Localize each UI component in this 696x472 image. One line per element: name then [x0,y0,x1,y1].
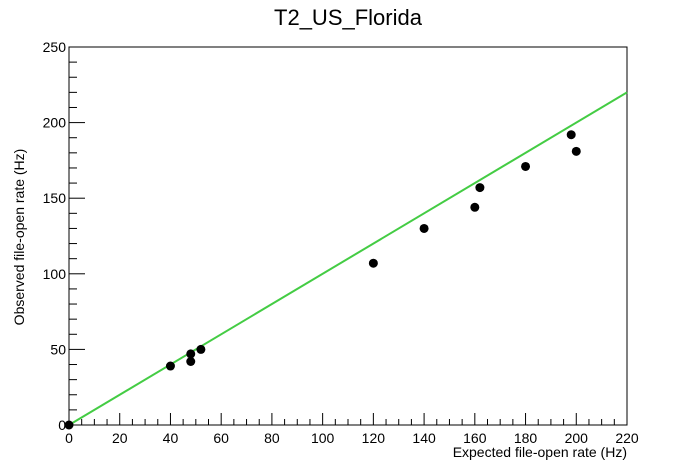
data-point [566,130,576,140]
x-tick-label: 60 [213,430,229,446]
x-tick-label: 200 [565,430,589,446]
data-point [419,223,429,233]
reference-line-group [68,91,628,426]
x-tick-label: 180 [514,430,538,446]
data-point [186,356,196,366]
data-point [571,146,581,156]
x-tick-label: 80 [264,430,280,446]
data-point [196,344,206,354]
data-point [165,361,175,371]
y-tick-label: 200 [43,115,67,131]
x-tick-label: 40 [163,430,179,446]
data-point [521,161,531,171]
data-point [470,202,480,212]
plot-frame [68,46,628,426]
y-tick-label: 0 [58,417,66,433]
x-tick-label: 120 [362,430,386,446]
y-tick-label: 50 [50,341,66,357]
x-axis-label: Expected file-open rate (Hz) [453,444,627,460]
data-point [186,349,196,359]
x-tick-label: 20 [112,430,128,446]
data-point [368,258,378,268]
reference-line [68,91,628,426]
data-point [64,420,74,430]
y-tick-label: 250 [43,39,67,55]
x-tick-label: 0 [65,430,73,446]
axis-ticks: 0 20 40 60 80 100 120 140 160 180 200 220 0 50 100 150 2… [43,39,639,446]
y-tick-label: 100 [43,266,67,282]
chart-title: T2_US_Florida [274,5,423,30]
x-tick-label: 100 [311,430,335,446]
y-axis-label: Observed file-open rate (Hz) [11,149,27,326]
x-tick-label: 140 [412,430,436,446]
x-tick-label: 160 [463,430,487,446]
data-point [475,183,485,193]
x-tick-label: 220 [615,430,639,446]
y-tick-label: 150 [43,190,67,206]
data-points [64,130,581,430]
